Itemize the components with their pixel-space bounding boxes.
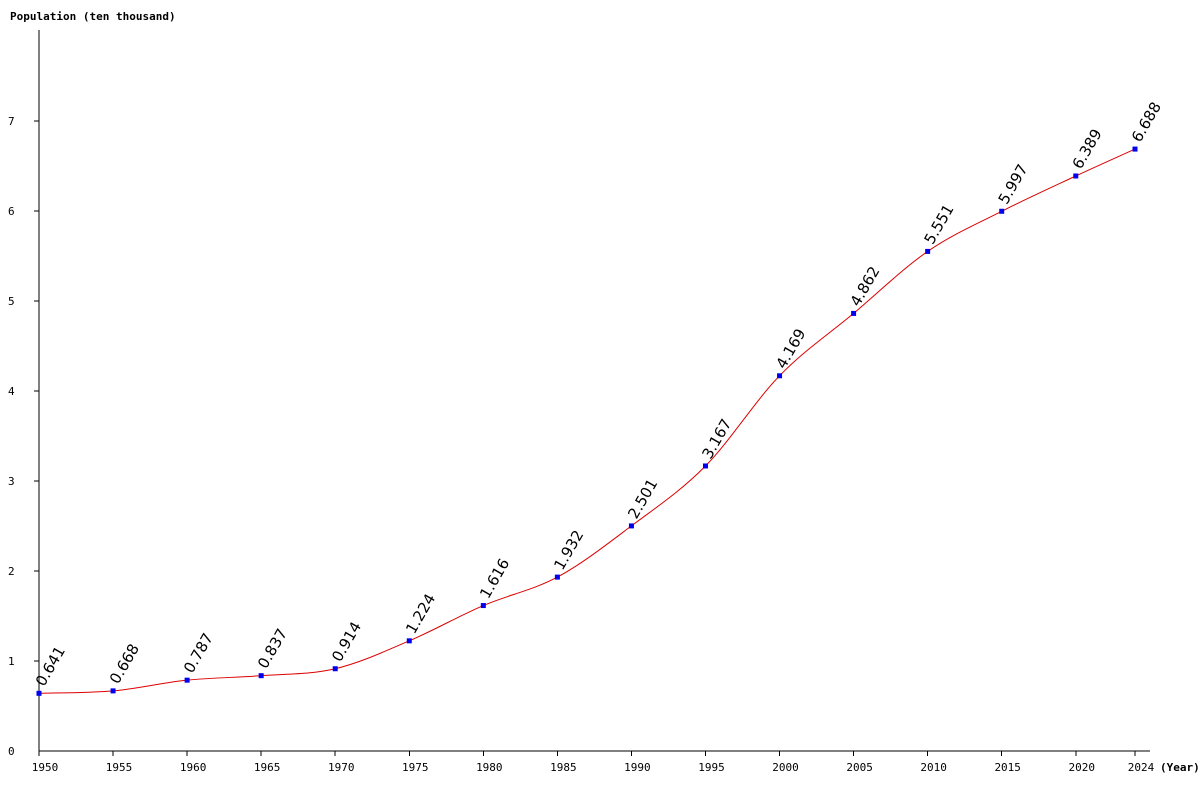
data-label: 4.169 bbox=[772, 326, 809, 372]
y-tick-label: 4 bbox=[8, 385, 15, 398]
data-label: 2.501 bbox=[624, 476, 661, 522]
data-label: 5.551 bbox=[921, 201, 958, 247]
y-tick-label: 2 bbox=[8, 565, 15, 578]
x-tick-label: 1970 bbox=[328, 761, 355, 774]
data-point bbox=[554, 574, 560, 580]
data-label: 0.641 bbox=[32, 643, 69, 689]
population-series bbox=[38, 148, 1136, 694]
x-tick-label: 2010 bbox=[920, 761, 947, 774]
data-label: 0.914 bbox=[328, 619, 365, 665]
y-tick-label: 7 bbox=[8, 115, 15, 128]
data-label: 1.616 bbox=[476, 555, 513, 601]
y-axis-title: Population (ten thousand) bbox=[10, 10, 176, 23]
x-tick-label: 2024 bbox=[1128, 761, 1155, 774]
data-label: 5.997 bbox=[995, 161, 1032, 207]
series-line bbox=[38, 148, 1136, 694]
data-point bbox=[628, 523, 634, 529]
data-point bbox=[406, 638, 412, 644]
y-tick-label: 3 bbox=[8, 475, 15, 488]
y-tick-label: 0 bbox=[8, 745, 15, 758]
y-tick-label: 1 bbox=[8, 655, 15, 668]
x-tick-label: 1955 bbox=[106, 761, 133, 774]
data-points bbox=[36, 146, 1138, 696]
x-axis-ticks: 1950 1955 1960 1965 1970 1975 1980 1985 1990 1995… bbox=[32, 751, 1155, 774]
data-point bbox=[777, 373, 783, 379]
data-labels: 0.641 0.668 0.787 0.837 0.9141.2241.6161.932… bbox=[32, 99, 1165, 689]
x-axis-title: (Year) bbox=[1160, 761, 1200, 774]
y-axis-ticks: 0 1 2 3 4 5 6 7 bbox=[8, 115, 39, 758]
data-point bbox=[702, 463, 708, 469]
y-tick-label: 6 bbox=[8, 205, 15, 218]
x-tick-label: 1980 bbox=[476, 761, 503, 774]
data-point bbox=[480, 603, 486, 609]
data-point bbox=[1132, 146, 1138, 152]
x-tick-label: 1965 bbox=[254, 761, 281, 774]
data-point bbox=[110, 688, 116, 694]
data-label: 3.167 bbox=[698, 416, 735, 462]
data-label: 4.862 bbox=[846, 263, 883, 309]
data-label: 0.787 bbox=[180, 630, 217, 676]
data-point bbox=[1073, 173, 1079, 179]
x-tick-label: 2005 bbox=[846, 761, 873, 774]
x-tick-label: 1975 bbox=[402, 761, 429, 774]
x-tick-label: 1995 bbox=[698, 761, 725, 774]
data-point bbox=[184, 677, 190, 683]
data-point bbox=[999, 208, 1005, 214]
data-label: 0.837 bbox=[254, 625, 291, 671]
data-point bbox=[851, 310, 857, 316]
data-point bbox=[258, 673, 264, 679]
data-label: 6.688 bbox=[1128, 99, 1165, 145]
x-tick-label: 2015 bbox=[994, 761, 1021, 774]
x-tick-label: 1960 bbox=[180, 761, 207, 774]
data-point bbox=[332, 666, 338, 672]
data-point bbox=[36, 690, 42, 696]
data-point bbox=[925, 248, 931, 254]
x-tick-label: 1985 bbox=[550, 761, 577, 774]
x-tick-label: 1950 bbox=[32, 761, 59, 774]
y-tick-label: 5 bbox=[8, 295, 15, 308]
x-tick-label: 1990 bbox=[624, 761, 651, 774]
data-label: 0.668 bbox=[106, 641, 143, 687]
data-label: 1.932 bbox=[550, 527, 587, 573]
x-tick-label: 2020 bbox=[1069, 761, 1096, 774]
x-tick-label: 2000 bbox=[772, 761, 799, 774]
